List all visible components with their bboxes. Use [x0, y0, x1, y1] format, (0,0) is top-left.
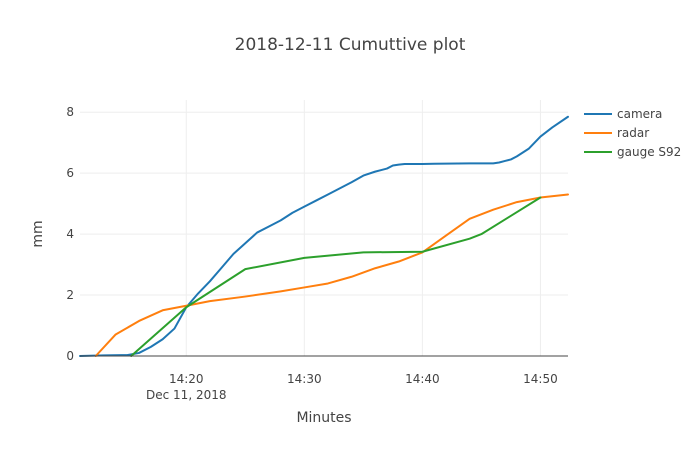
- y-tick-label: 6: [66, 166, 74, 180]
- y-tick-label: 0: [66, 349, 74, 363]
- chart-title: 2018-12-11 Cumuttive plot: [235, 35, 466, 55]
- x-axis-title: Minutes: [296, 410, 351, 426]
- y-tick-label: 2: [66, 288, 74, 302]
- legend-label: gauge S92: [617, 145, 681, 159]
- gridlines: [80, 100, 568, 356]
- legend[interactable]: camera radar gauge S92: [584, 107, 681, 159]
- series-lines: [79, 115, 569, 357]
- legend-item-camera[interactable]: camera: [584, 107, 662, 121]
- series-line-radar: [94, 193, 569, 357]
- legend-item-radar[interactable]: radar: [584, 126, 649, 140]
- x-tick-label: 14:30: [287, 372, 322, 386]
- y-axis-ticks: 0 2 4 6 8: [66, 105, 74, 363]
- y-tick-label: 4: [66, 227, 74, 241]
- x-tick-label: 14:40: [405, 372, 440, 386]
- legend-label: radar: [617, 126, 649, 140]
- x-tick-date-label: Dec 11, 2018: [146, 388, 226, 402]
- y-axis-title: mm: [30, 220, 46, 247]
- legend-item-gauge-s92[interactable]: gauge S92: [584, 145, 681, 159]
- x-tick-label: 14:20: [169, 372, 204, 386]
- legend-label: camera: [617, 107, 662, 121]
- series-line-gauge-s92: [130, 196, 542, 357]
- series-line-camera: [79, 115, 569, 357]
- x-tick-label: 14:50: [523, 372, 558, 386]
- x-axis-ticks: 14:20 Dec 11, 2018 14:30 14:40 14:50: [146, 372, 558, 402]
- y-tick-label: 8: [66, 105, 74, 119]
